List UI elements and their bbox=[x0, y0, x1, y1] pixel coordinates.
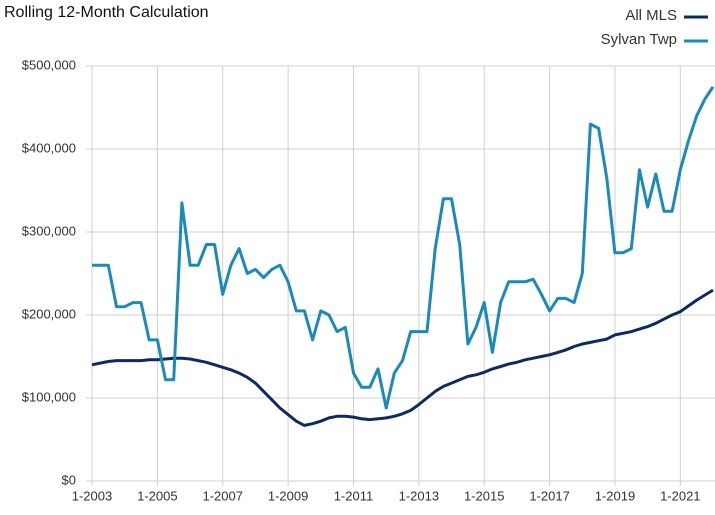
x-tick-label: 1-2021 bbox=[660, 488, 700, 503]
legend-label: All MLS bbox=[625, 7, 677, 24]
x-tick-label: 1-2011 bbox=[334, 488, 374, 503]
legend-label: Sylvan Twp bbox=[601, 31, 677, 48]
x-tick-label: 1-2005 bbox=[137, 488, 177, 503]
x-tick-label: 1-2015 bbox=[464, 488, 504, 503]
y-tick-label: $0 bbox=[62, 472, 76, 487]
x-tick-label: 1-2007 bbox=[202, 488, 242, 503]
x-tick-label: 1-2017 bbox=[529, 488, 569, 503]
x-tick-label: 1-2009 bbox=[268, 488, 308, 503]
y-tick-label: $200,000 bbox=[22, 306, 76, 321]
y-tick-label: $100,000 bbox=[22, 389, 76, 404]
series-line bbox=[92, 85, 715, 410]
x-tick-label: 1-2013 bbox=[399, 488, 439, 503]
y-tick-label: $300,000 bbox=[22, 223, 76, 238]
chart-title: Rolling 12-Month Calculation bbox=[4, 4, 209, 21]
x-tick-label: 1-2003 bbox=[72, 488, 112, 503]
series-line bbox=[91, 288, 714, 427]
y-tick-label: $400,000 bbox=[22, 140, 76, 155]
y-tick-label: $500,000 bbox=[22, 57, 76, 72]
x-tick-label: 1-2019 bbox=[595, 488, 635, 503]
